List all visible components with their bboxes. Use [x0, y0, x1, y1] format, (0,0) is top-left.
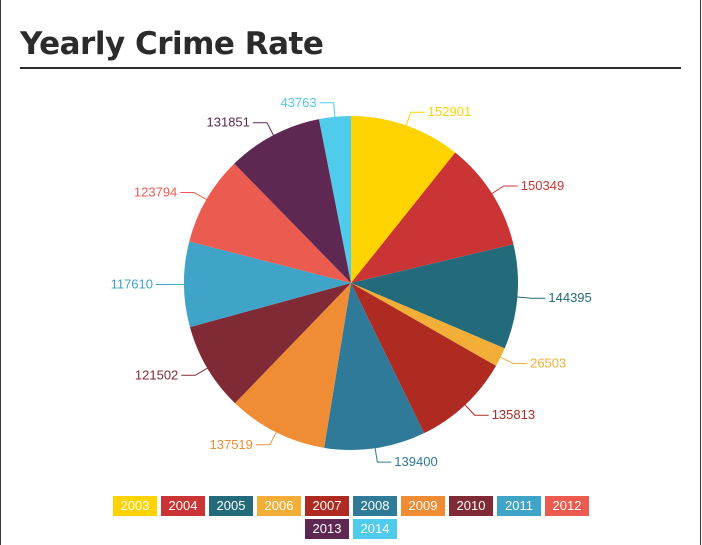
legend-row: 2003 2004 2005 2006 2007 2008 2009 2010 2011 2012	[0, 496, 702, 516]
legend-item-2009[interactable]: 2009	[401, 496, 445, 516]
pie-slice-2009[interactable]	[235, 283, 351, 448]
pie-slice-2010[interactable]	[189, 283, 351, 404]
pie-slice-2003[interactable]	[351, 116, 456, 283]
data-label-2004: 150349	[521, 178, 564, 193]
legend-item-2003[interactable]: 2003	[113, 496, 157, 516]
pie-slice-2008[interactable]	[324, 283, 425, 450]
title-underline	[20, 67, 681, 69]
legend-item-2007[interactable]: 2007	[305, 496, 349, 516]
frame-border-left	[0, 0, 1, 545]
legend-item-2008[interactable]: 2008	[353, 496, 397, 516]
leader-line-2008	[374, 448, 392, 463]
data-label-2007: 135813	[492, 407, 535, 422]
chart-title: Yearly Crime Rate	[20, 26, 324, 62]
leader-line-2005	[517, 296, 546, 299]
leader-line-2014	[319, 102, 336, 117]
legend-item-2014[interactable]: 2014	[353, 519, 397, 539]
legend-item-2011[interactable]: 2011	[497, 496, 541, 516]
leader-line-2006	[500, 356, 528, 364]
legend-item-2006[interactable]: 2006	[257, 496, 301, 516]
pie-slice-2006[interactable]	[351, 283, 505, 366]
leader-line-2010	[181, 367, 208, 376]
leader-line-2004	[491, 185, 518, 194]
pie-slice-2012[interactable]	[189, 163, 351, 283]
pie-slice-2011[interactable]	[184, 241, 351, 328]
data-label-2012: 123794	[134, 185, 177, 200]
data-label-2014: 43763	[280, 95, 316, 110]
legend-item-2010[interactable]: 2010	[449, 496, 493, 516]
pie-slice-2004[interactable]	[351, 152, 514, 283]
legend-item-2004[interactable]: 2004	[161, 496, 205, 516]
legend-item-2012[interactable]: 2012	[545, 496, 589, 516]
legend-item-2013[interactable]: 2013	[305, 519, 349, 539]
data-label-2010: 121502	[135, 367, 178, 382]
data-label-2013: 131851	[207, 115, 250, 130]
chart-legend: 2003 2004 2005 2006 2007 2008 2009 2010 2011 2012…	[0, 496, 702, 542]
pie-slice-2007[interactable]	[351, 283, 496, 434]
leader-line-2007	[464, 404, 489, 416]
leader-line-2009	[255, 432, 277, 446]
data-label-2008: 139400	[394, 454, 437, 469]
leader-line-2012	[180, 192, 207, 200]
pie-slice-2013[interactable]	[234, 119, 351, 283]
data-label-2006: 26503	[530, 356, 566, 371]
pie-chart: 152901 150349 144395 26503 135813 139400 13751…	[111, 95, 592, 469]
frame-border-right	[700, 0, 701, 545]
legend-row: 2013 2014	[0, 519, 702, 539]
pie-slice-2005[interactable]	[351, 244, 519, 349]
data-label-2005: 144395	[548, 290, 591, 305]
pie-slice-2014[interactable]	[318, 116, 351, 283]
data-label-2009: 137519	[210, 437, 253, 452]
data-label-2003: 152901	[428, 104, 471, 119]
data-label-2011: 117610	[111, 277, 153, 292]
leader-line-2013	[252, 122, 274, 136]
leader-line-2003	[405, 111, 425, 126]
legend-item-2005[interactable]: 2005	[209, 496, 253, 516]
